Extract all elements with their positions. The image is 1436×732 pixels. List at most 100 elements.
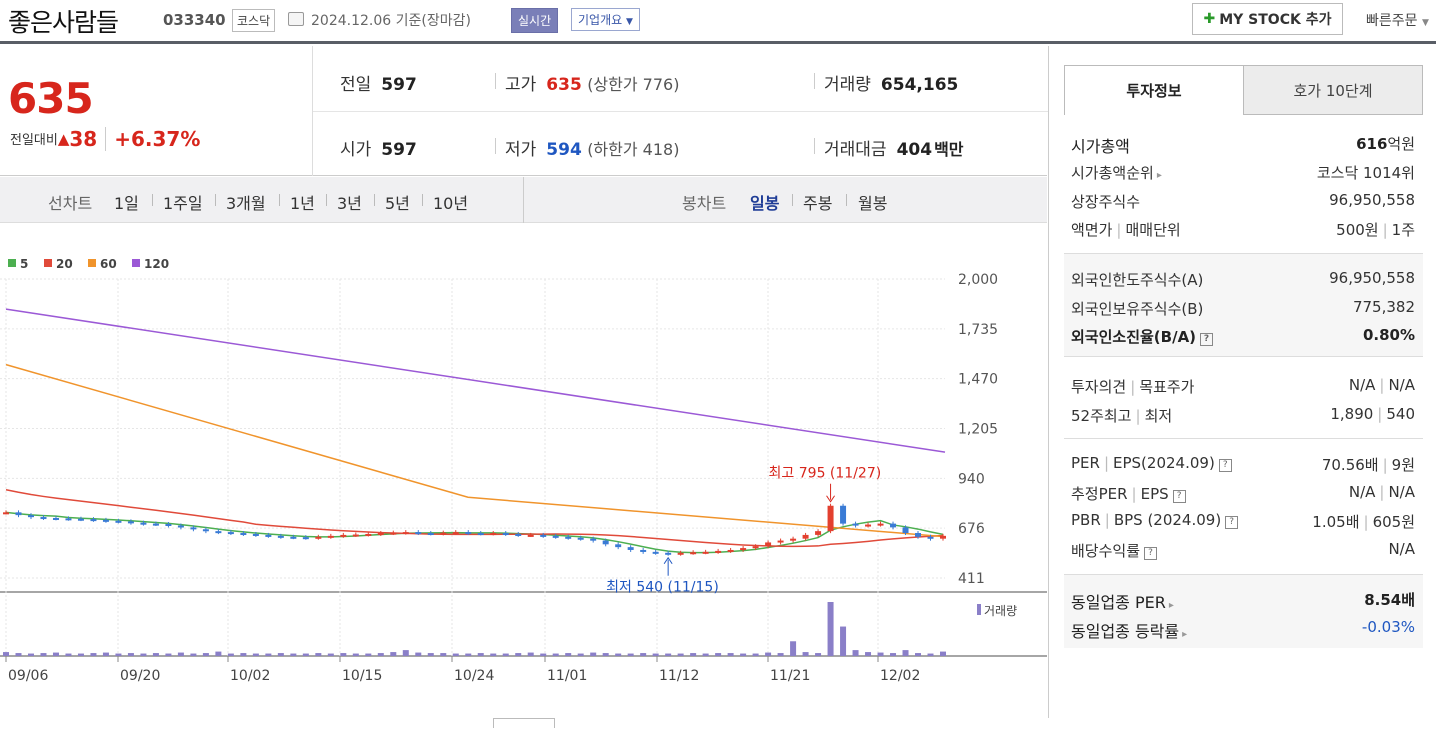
candle: [915, 533, 922, 537]
market-cap-rank-row: 시가총액순위 ▸ 코스닥 1014위: [1071, 164, 1415, 182]
volume-bar: [27, 653, 34, 656]
legend-label-120: 120: [144, 257, 169, 271]
foreign-limit-row: 외국인한도주식수(A) 96,950,558: [1071, 269, 1415, 289]
tab-weekly[interactable]: 주봉: [803, 194, 833, 213]
help-icon[interactable]: ?: [1218, 459, 1232, 472]
high-annotation: 최고 795 (11/27): [769, 466, 882, 482]
company-overview-dropdown[interactable]: 기업개요 ▼: [571, 8, 640, 31]
volume-bar: [365, 653, 372, 656]
volume-bar: [502, 653, 509, 656]
realtime-button[interactable]: 실시간: [511, 8, 559, 33]
market-badge: 코스닥: [232, 9, 276, 32]
candle: [752, 546, 759, 549]
tab-1y[interactable]: 1년: [290, 194, 315, 213]
help-icon[interactable]: ?: [1200, 333, 1214, 346]
tab-invest-info[interactable]: 투자정보: [1064, 65, 1244, 115]
volume-bar: [252, 653, 259, 656]
tab-10y[interactable]: 10년: [433, 194, 469, 213]
volume-bar: [65, 653, 72, 656]
volume-bar: [540, 653, 547, 656]
est-per-row: 추정PER | EPS? N/A | N/A: [1071, 483, 1415, 503]
candle: [665, 552, 672, 555]
volume-bar: [340, 653, 347, 656]
price-chart[interactable]: 5 20 60 120 2,000 1,735 1,470 1,205 940 676 411 0…: [0, 224, 1047, 728]
volume-bar: [202, 653, 209, 656]
x-tick-label: 12/02: [880, 668, 920, 684]
candle: [727, 549, 734, 552]
volume-bar: [752, 653, 759, 656]
quick-order-label: 빠른주문: [1366, 13, 1418, 29]
chevron-down-icon: ▼: [626, 17, 633, 27]
volume-bar: [177, 652, 184, 656]
plus-icon: ✚: [1203, 11, 1216, 27]
volume-bar: [777, 653, 784, 656]
candle: [215, 531, 222, 534]
volume: 거래량 654,165: [824, 75, 959, 95]
current-price: 635: [8, 74, 94, 123]
candle: [90, 519, 97, 522]
tab-daily[interactable]: 일봉: [750, 194, 780, 213]
sector-per-link[interactable]: 동일업종 PER ▸: [1071, 593, 1174, 612]
candle: [315, 536, 322, 539]
low-annotation: 최저 540 (11/15): [606, 580, 719, 596]
line-chart-label: 선차트: [48, 194, 93, 213]
sector-rate-link[interactable]: 동일업종 등락률 ▸: [1071, 622, 1188, 641]
expand-handle[interactable]: [493, 718, 555, 728]
candle: [602, 540, 609, 545]
volume-bar: [677, 653, 684, 656]
volume-bar: [690, 653, 697, 656]
volume-bar: [127, 653, 134, 656]
candle: [102, 519, 109, 522]
volume-bar: [765, 652, 772, 656]
chart-svg[interactable]: 5 20 60 120 2,000 1,735 1,470 1,205 940 676 411 0…: [0, 224, 1047, 728]
volume-bar: [77, 653, 84, 656]
volume-bar: [927, 653, 934, 656]
volume-bar: [865, 652, 872, 656]
tab-order-book-10[interactable]: 호가 10단계: [1243, 65, 1423, 115]
tab-5y[interactable]: 5년: [385, 194, 410, 213]
candle: [427, 533, 434, 536]
candle: [715, 550, 722, 553]
volume-bar: [265, 653, 272, 656]
candle: [940, 535, 946, 539]
help-icon[interactable]: ?: [1172, 490, 1186, 503]
volume-bar: [140, 653, 147, 656]
per-row: PER | EPS(2024.09)? 70.56배 | 9원: [1071, 454, 1415, 474]
help-icon[interactable]: ?: [1144, 547, 1158, 560]
company-overview-label: 기업개요: [578, 13, 623, 27]
open-price: 시가 597: [340, 140, 417, 160]
market-cap-rank-link[interactable]: 시가총액순위 ▸: [1071, 164, 1162, 182]
candle: [190, 527, 197, 530]
tab-3m[interactable]: 3개월: [226, 194, 266, 213]
quick-order-button[interactable]: 빠른주문 ▼: [1366, 10, 1429, 30]
legend-swatch-120: [132, 259, 140, 267]
volume-bar: [440, 653, 447, 656]
candle: [890, 523, 897, 528]
candle: [815, 531, 822, 535]
candle: [452, 532, 459, 535]
candles: [3, 503, 946, 556]
candle: [115, 520, 122, 523]
help-icon[interactable]: ?: [1225, 516, 1239, 529]
volume-bar: [102, 652, 109, 656]
volume-bar: [415, 652, 422, 656]
tab-1w[interactable]: 1주일: [163, 194, 203, 213]
tab-monthly[interactable]: 월봉: [858, 194, 888, 213]
volume-bar: [15, 653, 22, 656]
tab-1d[interactable]: 1일: [114, 194, 139, 213]
x-tick-label: 09/06: [8, 668, 48, 684]
candle: [902, 527, 909, 534]
add-my-stock-button[interactable]: ✚ MY STOCK 추가: [1192, 3, 1343, 35]
candle: [127, 521, 134, 524]
candle: [27, 515, 34, 518]
listed-shares-row: 상장주식수 96,950,558: [1071, 191, 1415, 211]
candle: [640, 549, 647, 552]
stock-name: 좋은사람들: [8, 8, 119, 37]
tab-3y[interactable]: 3년: [337, 194, 362, 213]
candle: [702, 551, 709, 554]
legend-label-5: 5: [20, 257, 28, 271]
y-tick-label: 676: [958, 521, 985, 537]
volume-bar: [840, 626, 847, 656]
legend-label-60: 60: [100, 257, 117, 271]
candle: [202, 529, 209, 532]
